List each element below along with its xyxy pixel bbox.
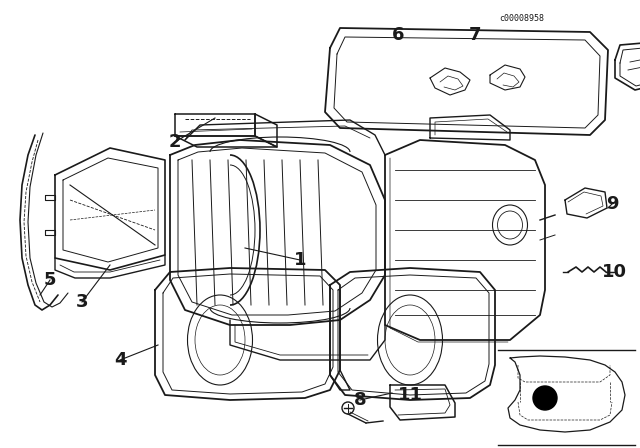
Text: 11: 11 [397, 386, 422, 404]
Text: 6: 6 [392, 26, 404, 44]
Text: 9: 9 [605, 195, 618, 213]
Text: 3: 3 [76, 293, 88, 311]
Text: 10: 10 [602, 263, 627, 281]
Text: 4: 4 [114, 351, 126, 369]
Text: 1: 1 [294, 251, 307, 269]
Text: 5: 5 [44, 271, 56, 289]
Text: 8: 8 [354, 391, 366, 409]
Text: c00008958: c00008958 [499, 14, 544, 23]
Circle shape [533, 386, 557, 410]
Text: 2: 2 [169, 133, 181, 151]
Text: 7: 7 [468, 26, 481, 44]
